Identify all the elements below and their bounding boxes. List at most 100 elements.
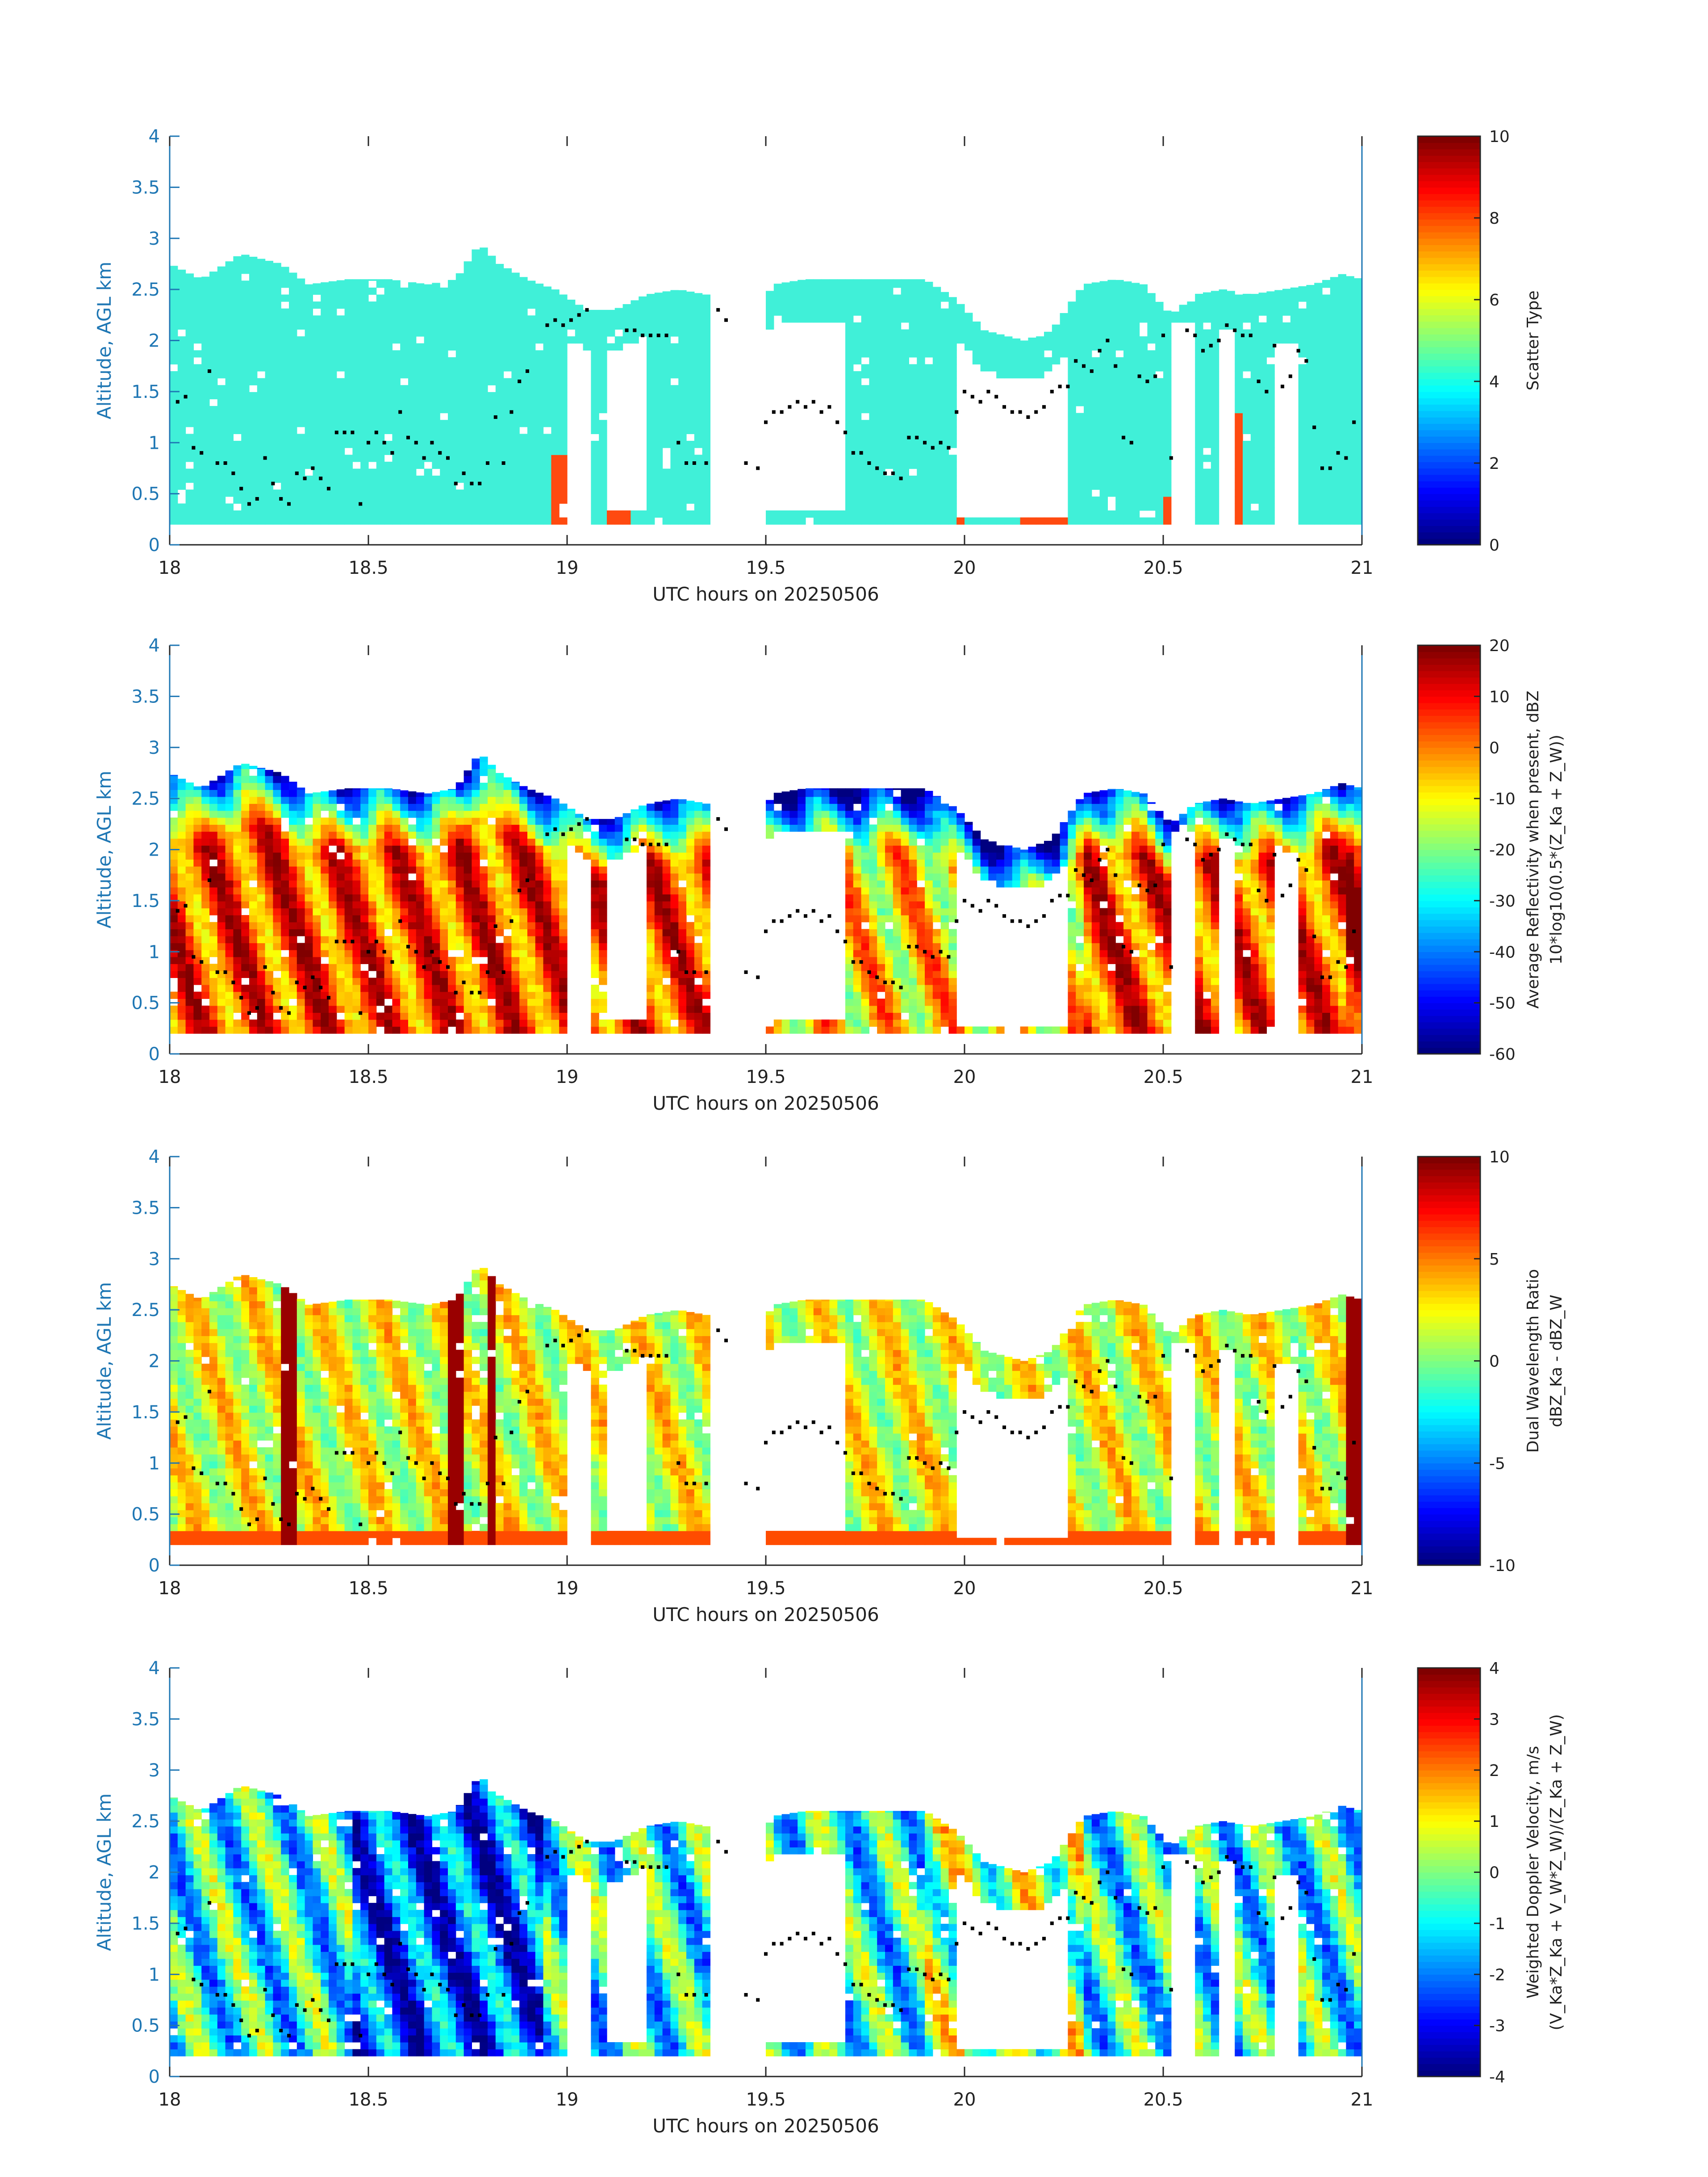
heatmap-cell	[511, 336, 520, 344]
cloud-dot	[390, 451, 394, 455]
heatmap-cell	[806, 510, 814, 518]
heatmap-cell	[1139, 476, 1148, 483]
heatmap-cell	[185, 866, 194, 874]
heatmap-cell	[511, 447, 520, 455]
heatmap-cell	[1338, 496, 1346, 504]
heatmap-cell	[1203, 378, 1211, 385]
heatmap-cell	[170, 859, 178, 867]
heatmap-cell	[464, 343, 472, 351]
heatmap-cell	[321, 282, 329, 288]
heatmap-cell	[511, 413, 520, 420]
heatmap-cell	[209, 280, 218, 288]
heatmap-cell	[392, 476, 401, 483]
heatmap-cell	[503, 482, 512, 490]
heatmap-cell	[853, 336, 862, 344]
heatmap-cell	[1346, 385, 1354, 393]
heatmap-cell	[917, 378, 925, 385]
heatmap-cell	[1235, 308, 1243, 316]
heatmap-cell	[1243, 426, 1251, 435]
heatmap-cell	[455, 392, 464, 400]
heatmap-cell	[305, 343, 313, 351]
heatmap-cell	[591, 364, 599, 372]
heatmap-cell	[1131, 434, 1140, 441]
heatmap-cell	[1123, 287, 1132, 295]
heatmap-cell	[329, 482, 337, 490]
heatmap-cell	[273, 922, 281, 929]
heatmap-cell	[1298, 286, 1307, 288]
heatmap-cell	[909, 517, 917, 525]
heatmap-cell	[511, 503, 520, 511]
heatmap-cell	[177, 811, 186, 818]
heatmap-cell	[305, 447, 313, 455]
heatmap-cell	[440, 482, 448, 490]
heatmap-cell	[360, 824, 369, 832]
heatmap-cell	[591, 447, 599, 455]
heatmap-cell	[368, 503, 377, 511]
heatmap-cell	[1266, 441, 1275, 448]
cloud-dot	[577, 313, 581, 317]
heatmap-cell	[647, 406, 655, 414]
heatmap-cell	[503, 294, 512, 302]
heatmap-cell	[273, 772, 281, 776]
heatmap-cell	[1147, 476, 1156, 483]
heatmap-cell	[1179, 315, 1187, 323]
heatmap-cell	[376, 301, 385, 309]
heatmap-cell	[599, 322, 607, 330]
heatmap-cell	[416, 315, 425, 323]
heatmap-cell	[384, 406, 393, 414]
heatmap-cell	[344, 482, 353, 490]
heatmap-cell	[352, 336, 361, 344]
heatmap-cell	[901, 482, 909, 490]
heatmap-cell	[209, 301, 218, 309]
heatmap-cell	[209, 991, 218, 999]
heatmap-cell	[193, 936, 202, 944]
heatmap-cell	[257, 838, 266, 846]
heatmap-cell	[551, 461, 560, 469]
heatmap-cell	[845, 496, 854, 504]
heatmap-cell	[400, 294, 409, 302]
heatmap-cell	[694, 503, 703, 511]
heatmap-cell	[455, 503, 464, 511]
heatmap-cell	[1211, 364, 1219, 372]
heatmap-cell	[861, 308, 869, 316]
heatmap-cell	[249, 765, 258, 769]
heatmap-cell	[519, 371, 528, 379]
heatmap-cell	[233, 476, 242, 483]
heatmap-cell	[1298, 496, 1307, 504]
heatmap-cell	[217, 1005, 226, 1013]
heatmap-cell	[1346, 399, 1354, 406]
heatmap-cell	[281, 894, 289, 902]
heatmap-cell	[1139, 441, 1148, 448]
heatmap-cell	[551, 447, 560, 455]
heatmap-cell	[273, 999, 281, 1006]
heatmap-cell	[329, 790, 337, 797]
heatmap-cell	[217, 357, 226, 365]
heatmap-cell	[583, 309, 591, 316]
heatmap-cell	[948, 482, 957, 490]
heatmap-cell	[305, 413, 313, 420]
colorbar-swatch	[1418, 526, 1480, 533]
heatmap-cell	[535, 322, 544, 330]
heatmap-cell	[464, 357, 472, 365]
heatmap-cell	[932, 287, 941, 288]
heatmap-cell	[225, 880, 234, 888]
heatmap-cell	[273, 796, 281, 804]
heatmap-cell	[1211, 420, 1219, 427]
heatmap-cell	[296, 964, 305, 971]
heatmap-cell	[1235, 357, 1243, 365]
heatmap-cell	[360, 991, 369, 999]
heatmap-cell	[448, 426, 456, 435]
heatmap-cell	[654, 357, 663, 365]
heatmap-cell	[344, 803, 353, 811]
heatmap-cell	[1330, 301, 1339, 309]
heatmap-cell	[281, 441, 289, 448]
heatmap-cell	[519, 455, 528, 462]
heatmap-cell	[1131, 468, 1140, 476]
heatmap-cell	[193, 817, 202, 825]
heatmap-cell	[1147, 364, 1156, 372]
cloud-dot	[1241, 334, 1244, 338]
heatmap-cell	[702, 426, 710, 435]
heatmap-cell	[1354, 371, 1362, 379]
heatmap-cell	[861, 294, 869, 302]
heatmap-cell	[988, 336, 997, 344]
